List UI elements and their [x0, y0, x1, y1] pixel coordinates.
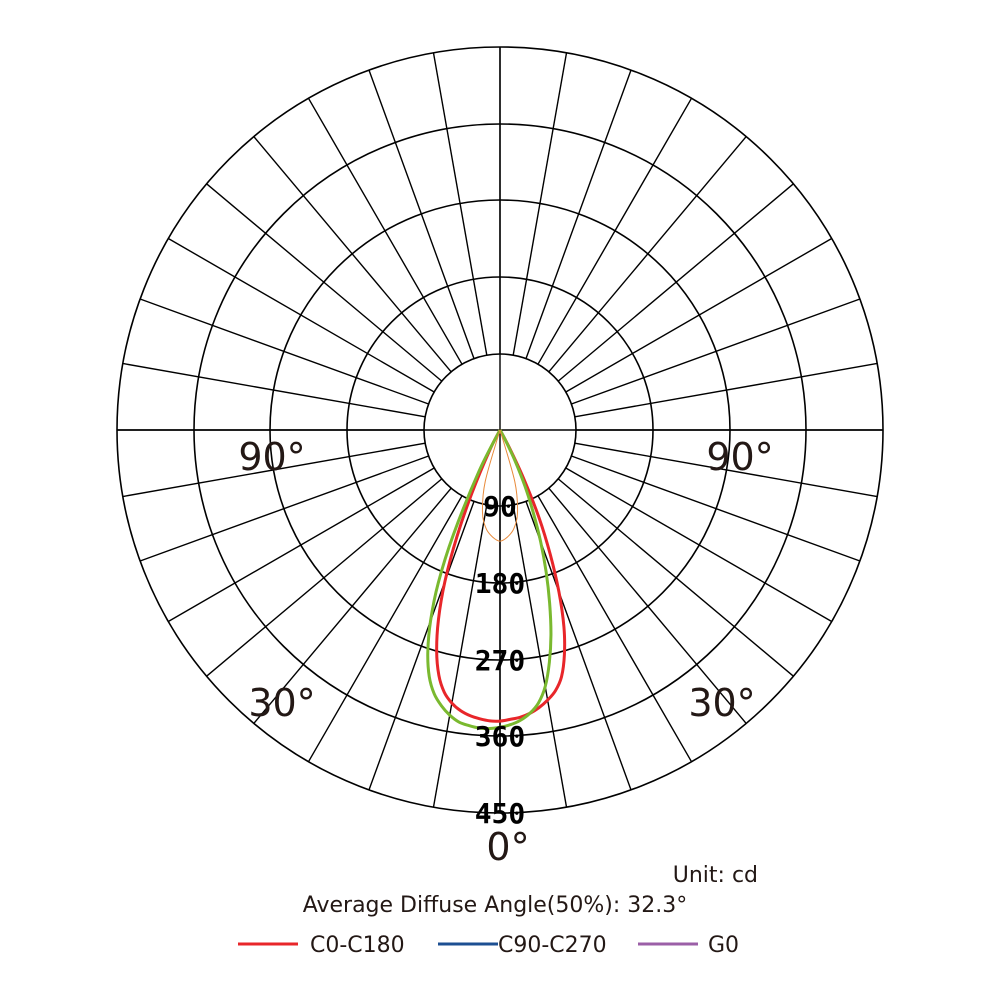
legend-label: C0-C180	[310, 933, 405, 958]
radial-tick-label: 360	[475, 720, 526, 753]
angle-label: 30°	[248, 681, 315, 725]
grid-spoke	[574, 362, 878, 418]
grid-spoke	[307, 97, 463, 365]
series-line-c0-c180	[435, 429, 567, 723]
series-line-orange	[481, 429, 519, 542]
legend-label: C90-C270	[498, 933, 607, 958]
grid-spoke	[565, 237, 833, 393]
legend: C0-C180 C90-C270 G0	[238, 933, 739, 958]
intensity-curves	[426, 429, 567, 731]
grid-spoke	[525, 69, 632, 359]
radial-tick-label: 180	[475, 567, 526, 600]
unit-label: Unit: cd	[673, 863, 758, 888]
grid-spoke	[139, 455, 429, 562]
grid-spoke	[432, 52, 488, 356]
grid-spoke	[557, 478, 794, 677]
angle-label: 90°	[706, 435, 773, 479]
series-line-green	[426, 429, 553, 731]
grid-spoke	[571, 455, 861, 562]
grid-spoke	[557, 183, 794, 382]
grid-spoke	[167, 467, 435, 623]
grid-spoke	[368, 501, 475, 791]
grid-spoke	[122, 362, 426, 418]
average-angle-label: Average Diffuse Angle(50%): 32.3°	[303, 893, 688, 918]
grid-spoke	[537, 97, 693, 365]
grid-spoke	[571, 298, 861, 405]
angle-label: 0°	[486, 825, 529, 869]
grid-spoke	[512, 504, 568, 808]
polar-grid	[116, 46, 884, 814]
radial-tick-label: 270	[475, 644, 526, 677]
grid-spoke	[368, 69, 475, 359]
radial-tick-label: 90	[483, 490, 517, 523]
radial-tick-label: 450	[475, 797, 526, 830]
chart-labels: 90 180 270 360 450 90° 90° 30° 30° 0°	[238, 435, 773, 869]
legend-label: G0	[708, 933, 739, 958]
grid-spoke	[253, 487, 452, 724]
angle-label: 30°	[688, 681, 755, 725]
angle-label: 90°	[238, 435, 305, 479]
grid-spoke	[512, 52, 568, 356]
grid-spoke	[167, 237, 435, 393]
grid-spoke	[122, 442, 426, 498]
grid-spoke	[139, 298, 429, 405]
grid-spoke	[565, 467, 833, 623]
grid-spoke	[548, 487, 747, 724]
grid-spoke	[206, 478, 443, 677]
grid-spoke	[253, 136, 452, 373]
grid-spoke	[537, 495, 693, 763]
grid-spoke	[206, 183, 443, 382]
grid-spoke	[307, 495, 463, 763]
grid-spoke	[548, 136, 747, 373]
grid-spoke	[432, 504, 488, 808]
grid-spoke	[574, 442, 878, 498]
